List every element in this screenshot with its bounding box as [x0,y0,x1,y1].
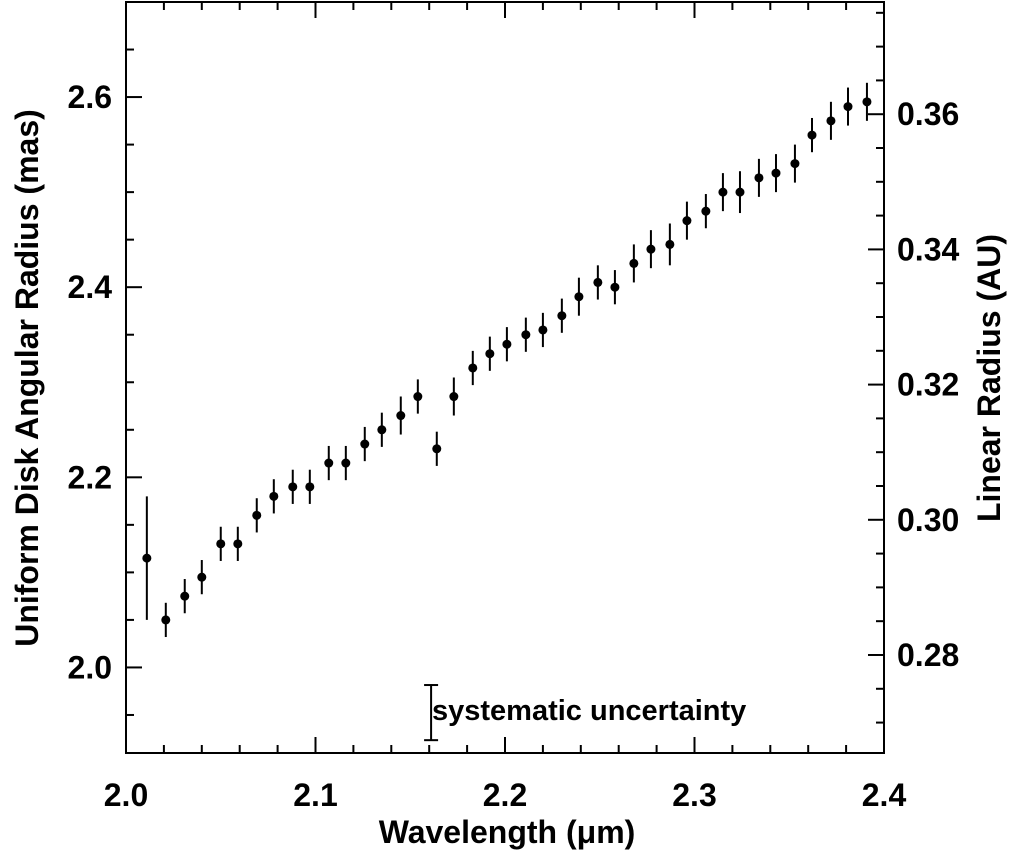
data-point [360,439,370,449]
data-point [288,482,298,492]
data-point [862,97,872,107]
plot-frame [125,1,885,754]
y2-tick-label: 0.32 [897,367,959,403]
data-point [521,330,531,340]
data-point [754,173,764,183]
data-point [485,349,495,359]
data-point [574,292,584,302]
data-point [468,363,478,373]
data-point [432,444,442,454]
systematic-uncertainty-bar [424,684,439,742]
data-point [305,482,315,492]
data-point [324,458,334,468]
data-point [629,258,639,268]
data-point [180,591,190,601]
data-point [682,216,692,226]
y-tick-label: 2.2 [68,459,112,495]
data-point [718,187,728,197]
y-tick-label: 2.0 [68,649,112,685]
data-point [161,615,171,625]
data-point [216,539,226,549]
data-point [413,392,423,402]
data-point [449,392,459,402]
data-point [142,553,152,563]
x-axis-title: Wavelength (μm) [379,814,636,850]
data-point [735,187,745,197]
data-point [610,282,620,292]
data-point [665,239,675,249]
x-tick-label: 2.2 [483,777,527,813]
y2-tick-label: 0.28 [897,637,959,673]
x-tick-label: 2.1 [293,777,337,813]
data-point [646,244,656,254]
x-tick-labels: 2.0 2.1 2.2 2.3 2.4 [104,777,907,813]
x-tick-label: 2.3 [672,777,716,813]
y2-tick-label: 0.30 [897,502,959,538]
y2-tick-labels: 0.28 0.30 0.32 0.34 0.36 [897,96,959,673]
y2-tick-label: 0.36 [897,96,959,132]
data-point [538,325,548,335]
data-points [142,82,872,638]
x-tick-label: 2.0 [104,777,148,813]
data-point [377,425,387,435]
data-point [557,311,567,321]
data-point [807,130,817,140]
x-tick-label: 2.4 [862,777,907,813]
data-point [396,411,406,421]
data-point [341,458,351,468]
data-point [843,102,853,112]
data-point [252,510,262,520]
data-point [233,539,243,549]
y-tick-label: 2.6 [68,79,112,115]
data-point [701,206,711,216]
y2-tick-label: 0.34 [897,231,959,267]
data-point [790,159,800,169]
annotation-systematic-uncertainty: systematic uncertainty [432,695,746,727]
data-point [197,572,207,582]
data-point [269,491,279,501]
y2-axis-title: Linear Radius (AU) [971,234,1007,522]
y-tick-label: 2.4 [68,269,113,305]
data-point [593,277,603,287]
y-axis-title: Uniform Disk Angular Radius (mas) [9,109,45,647]
data-point [826,116,836,126]
data-point [502,339,512,349]
tick-marks [125,1,885,753]
y-tick-labels: 2.0 2.2 2.4 2.6 [68,79,113,685]
data-point [771,168,781,178]
